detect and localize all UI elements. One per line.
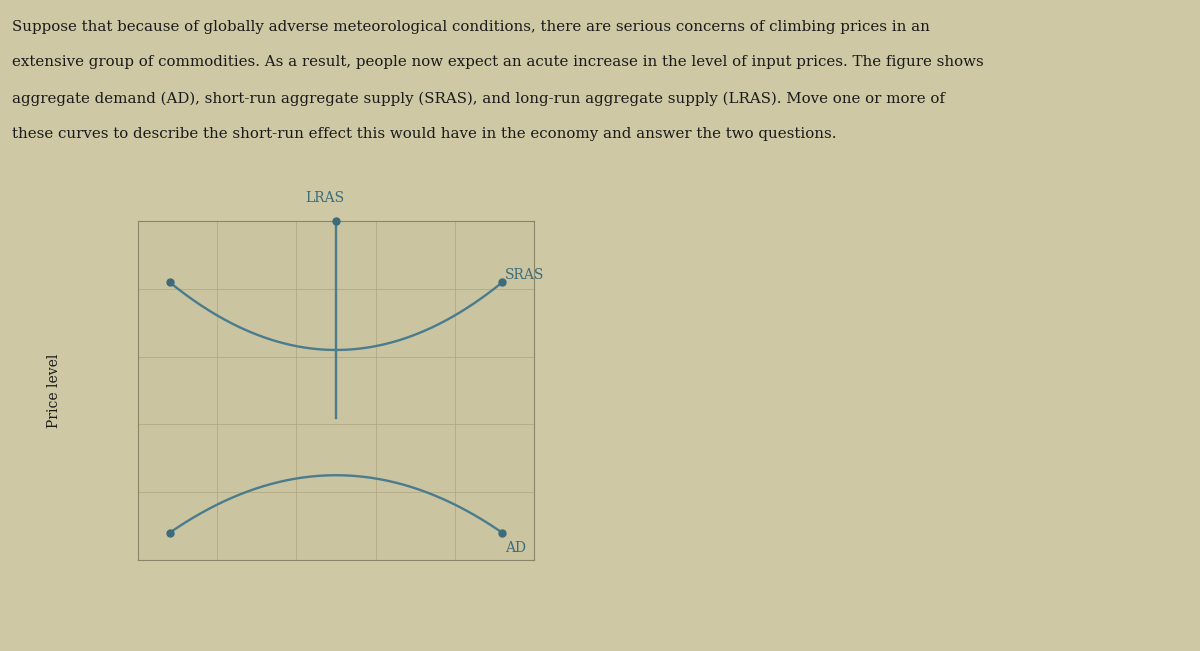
Text: Suppose that because of globally adverse meteorological conditions, there are se: Suppose that because of globally adverse… [12, 20, 930, 34]
Text: LRAS: LRAS [306, 191, 344, 205]
Text: SRAS: SRAS [505, 268, 545, 283]
Text: Price level: Price level [47, 353, 61, 428]
Text: these curves to describe the short-run effect this would have in the economy and: these curves to describe the short-run e… [12, 127, 836, 141]
Text: extensive group of commodities. As a result, people now expect an acute increase: extensive group of commodities. As a res… [12, 55, 984, 70]
Text: aggregate demand (AD), short-run aggregate supply (SRAS), and long-run aggregate: aggregate demand (AD), short-run aggrega… [12, 91, 946, 105]
Text: AD: AD [505, 541, 526, 555]
